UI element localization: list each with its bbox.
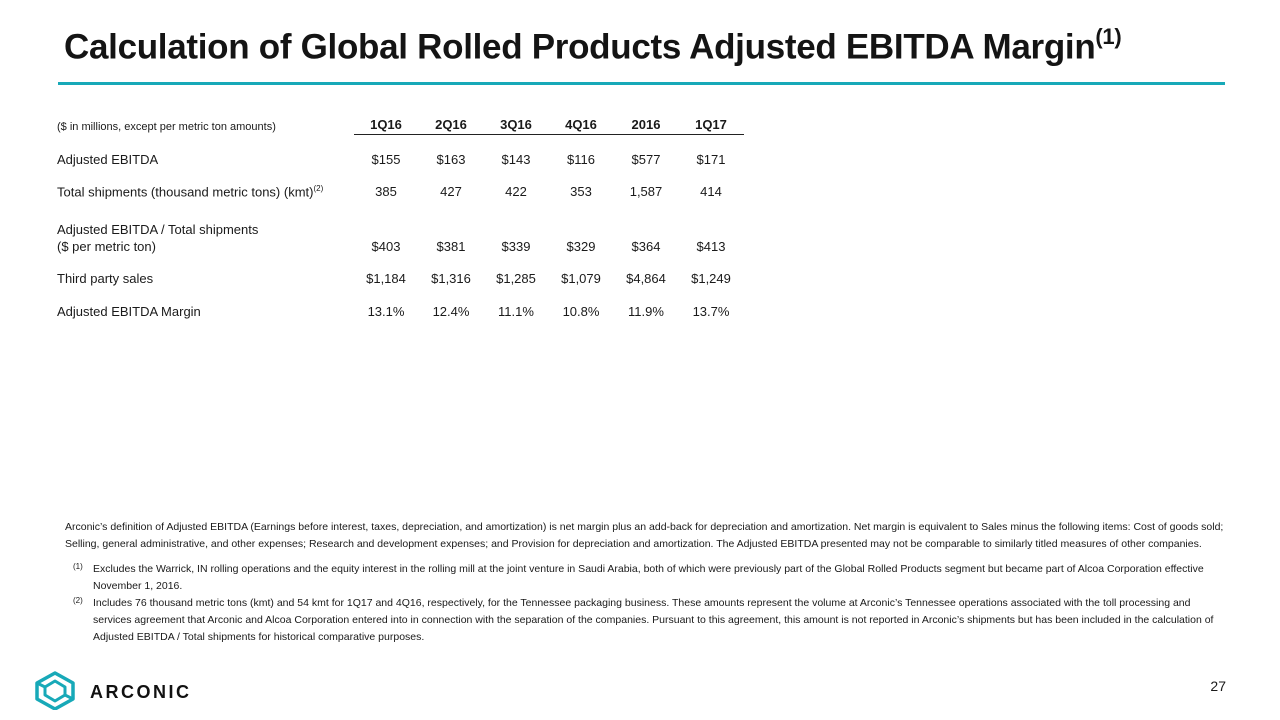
brand-logo: ARCONIC xyxy=(32,670,192,715)
row-label: Third party sales xyxy=(57,271,154,286)
table-cell: $329 xyxy=(566,239,596,254)
table-cell: 427 xyxy=(440,184,462,199)
page-number: 27 xyxy=(1210,678,1226,694)
table-cell: $413 xyxy=(696,239,726,254)
col-header: 2016 xyxy=(631,117,661,132)
table-cell: $1,079 xyxy=(561,271,601,286)
table-cell: $339 xyxy=(501,239,531,254)
table-cell: $403 xyxy=(371,239,401,254)
table-cell: $163 xyxy=(436,152,466,167)
table-cell: 10.8% xyxy=(562,304,600,319)
table-cell: $4,864 xyxy=(626,271,666,286)
arconic-logo-icon xyxy=(32,670,78,715)
ebitda-definition: Arconic’s definition of Adjusted EBITDA … xyxy=(65,521,1224,550)
title-footnote-marker: (1) xyxy=(1095,24,1122,49)
row-label: Adjusted EBITDA / Total shipments xyxy=(57,222,259,237)
table-cell: 11.1% xyxy=(498,304,534,319)
footnote: (2) Includes 76 thousand metric tons (km… xyxy=(65,595,1225,646)
brand-wordmark: ARCONIC xyxy=(90,682,192,702)
table-cell: 1,587 xyxy=(629,184,663,199)
table-cell: $1,184 xyxy=(366,271,406,286)
col-header: 3Q16 xyxy=(500,117,532,132)
table-cell: 12.4% xyxy=(432,304,470,319)
table-cell: $116 xyxy=(567,152,595,167)
table-cell: $1,285 xyxy=(496,271,536,286)
table-cell: $364 xyxy=(631,239,661,254)
footnote-mark: (2) xyxy=(73,596,83,605)
footnote: (1) Excludes the Warrick, IN rolling ope… xyxy=(65,561,1225,595)
table-cell: 414 xyxy=(700,184,722,199)
title-divider xyxy=(58,82,1225,85)
table-cell: $1,316 xyxy=(431,271,471,286)
table-cell: $577 xyxy=(631,152,661,167)
table-cell: $171 xyxy=(696,152,726,167)
footnotes: Arconic’s definition of Adjusted EBITDA … xyxy=(65,519,1225,646)
table-cell: 353 xyxy=(570,184,592,199)
unit-note: ($ in millions, except per metric ton am… xyxy=(57,121,276,133)
table-cell: $381 xyxy=(436,239,466,254)
table-cell: 11.9% xyxy=(628,304,664,319)
col-header: 4Q16 xyxy=(565,117,597,132)
col-header: 1Q16 xyxy=(370,117,402,132)
table-cell: 13.1% xyxy=(367,304,405,319)
footnote-marker: (2) xyxy=(313,184,324,193)
row-label-line2: ($ per metric ton) xyxy=(57,239,156,254)
footnote-mark: (1) xyxy=(73,562,83,571)
footnote-text: Includes 76 thousand metric tons (kmt) a… xyxy=(93,597,1214,643)
table-cell: 422 xyxy=(505,184,527,199)
header-rule xyxy=(354,134,744,135)
row-label: Total shipments (thousand metric tons) (… xyxy=(57,184,324,200)
footnote-text: Excludes the Warrick, IN rolling operati… xyxy=(93,563,1204,592)
col-header: 1Q17 xyxy=(695,117,727,132)
table-cell: $155 xyxy=(371,152,401,167)
page-title: Calculation of Global Rolled Products Ad… xyxy=(64,24,1122,67)
table-cell: $143 xyxy=(501,152,531,167)
row-label: Adjusted EBITDA Margin xyxy=(57,304,201,319)
col-header: 2Q16 xyxy=(435,117,467,132)
row-label: Adjusted EBITDA xyxy=(57,152,159,167)
table-cell: $1,249 xyxy=(691,271,731,286)
table-cell: 385 xyxy=(375,184,397,199)
table-cell: 13.7% xyxy=(692,304,730,319)
